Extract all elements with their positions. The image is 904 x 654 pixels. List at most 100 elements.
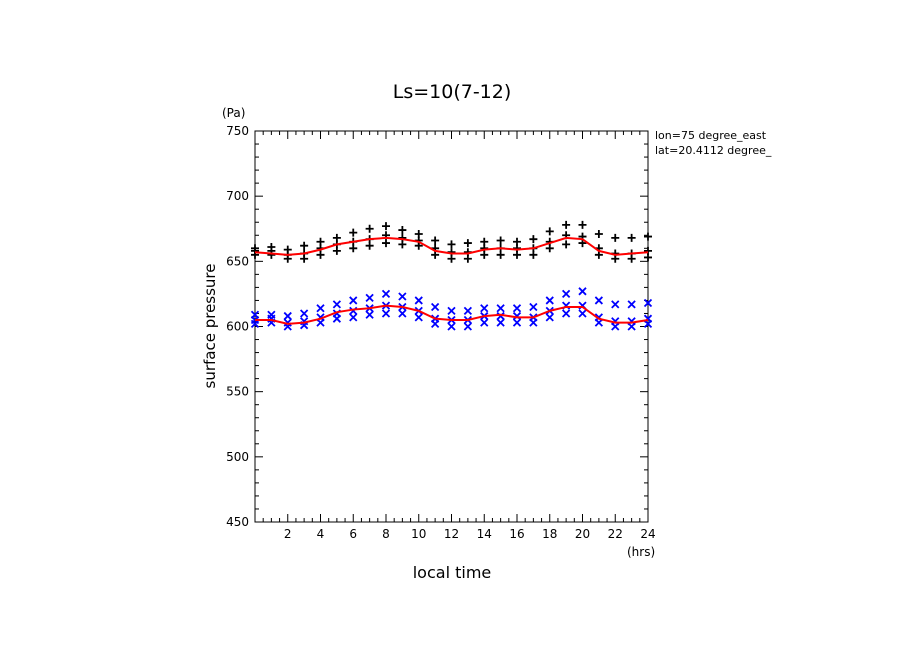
x-tick-label: 16 [509, 527, 524, 541]
plus-marker [480, 237, 489, 246]
x-marker [594, 296, 604, 305]
x-marker [529, 302, 538, 312]
x-marker [496, 311, 505, 321]
y-unit-label: (Pa) [222, 106, 245, 120]
plus-marker [398, 233, 407, 242]
plus-marker [562, 240, 571, 249]
plus-marker [300, 241, 309, 250]
plus-marker [611, 233, 620, 242]
x-marker [447, 306, 456, 315]
x-marker [365, 310, 374, 319]
annotation-lat: lat=20.4112 degree_ [655, 144, 772, 157]
x-marker [545, 296, 554, 305]
plus-marker [545, 227, 554, 236]
x-marker [250, 310, 260, 319]
x-tick-label: 12 [444, 527, 459, 541]
x-marker [349, 296, 358, 305]
y-tick-label: 550 [226, 385, 249, 399]
x-marker [480, 304, 489, 313]
x-marker [561, 309, 571, 318]
x-marker [627, 317, 636, 326]
plus-marker [251, 244, 259, 253]
x-marker [463, 322, 473, 331]
x-marker [299, 309, 309, 318]
x-marker [381, 309, 391, 318]
y-tick-label: 750 [226, 124, 249, 138]
x-axis-label: local time [413, 563, 492, 582]
plot-area: 2 4 6 8 10 12 14 16 18 20 22 2445050055060065070075… [226, 124, 656, 541]
x-tick-label: 18 [542, 527, 557, 541]
x-marker [349, 313, 358, 322]
plus-marker [644, 232, 652, 241]
x-marker [578, 309, 587, 318]
y-tick-label: 450 [226, 515, 249, 529]
x-tick-label: 24 [640, 527, 655, 541]
plus-marker [447, 240, 456, 249]
plus-marker [431, 236, 440, 245]
x-tick-label: 8 [382, 527, 390, 541]
plus-marker [627, 233, 636, 242]
plus-marker [398, 226, 407, 235]
plus-marker [594, 229, 603, 238]
x-tick-label: 4 [317, 527, 325, 541]
plus-marker [365, 224, 374, 233]
plus-marker [644, 246, 652, 255]
plus-marker [349, 228, 358, 237]
x-marker [496, 304, 505, 313]
plus-marker [316, 237, 325, 246]
plus-marker [513, 237, 521, 246]
x-unit-label: (hrs) [627, 545, 655, 559]
plus-marker [283, 245, 292, 254]
mean-line-2 [254, 236, 649, 256]
y-tick-label: 600 [226, 320, 249, 334]
x-marker [267, 310, 276, 319]
x-marker [283, 311, 292, 321]
x-marker [611, 317, 620, 326]
x-marker [578, 287, 587, 296]
chart-title: Ls=10(7-12) [393, 81, 512, 103]
plus-marker [463, 239, 472, 248]
x-marker [545, 313, 554, 322]
mean-line-3 [255, 304, 649, 325]
y-axis-label: surface pressure [201, 264, 219, 389]
x-marker [611, 300, 620, 309]
x-marker [512, 304, 522, 313]
plus-marker [332, 233, 341, 242]
plus-marker [414, 229, 423, 238]
plus-marker [578, 220, 587, 229]
x-marker [430, 302, 440, 312]
x-marker [316, 304, 325, 313]
x-tick-label: 6 [349, 527, 357, 541]
annotation-lon: lon=75 degree_east [655, 129, 767, 142]
x-tick-label: 2 [284, 527, 292, 541]
x-marker [365, 293, 374, 302]
y-tick-label: 500 [226, 450, 249, 464]
y-tick-label: 650 [226, 254, 249, 268]
plus-marker [496, 236, 505, 245]
x-marker [414, 296, 423, 305]
x-marker [627, 300, 636, 309]
plus-marker [529, 235, 538, 244]
x-marker [414, 313, 423, 322]
x-marker [283, 318, 292, 327]
x-tick-label: 20 [575, 527, 590, 541]
x-marker [512, 311, 522, 321]
x-marker [398, 292, 407, 301]
x-marker [561, 289, 571, 299]
x-marker [512, 318, 522, 327]
plus-marker [382, 222, 390, 231]
plus-marker [267, 242, 276, 251]
x-tick-label: 22 [608, 527, 623, 541]
plus-marker [562, 220, 571, 229]
x-marker [480, 318, 489, 327]
x-tick-label: 10 [411, 527, 426, 541]
y-tick-label: 700 [226, 189, 249, 203]
x-tick-label: 14 [477, 527, 492, 541]
x-marker [643, 298, 653, 308]
x-marker [332, 300, 342, 309]
x-marker [463, 306, 473, 315]
plus-marker [382, 239, 390, 248]
x-marker [398, 309, 407, 318]
x-marker [496, 318, 505, 327]
